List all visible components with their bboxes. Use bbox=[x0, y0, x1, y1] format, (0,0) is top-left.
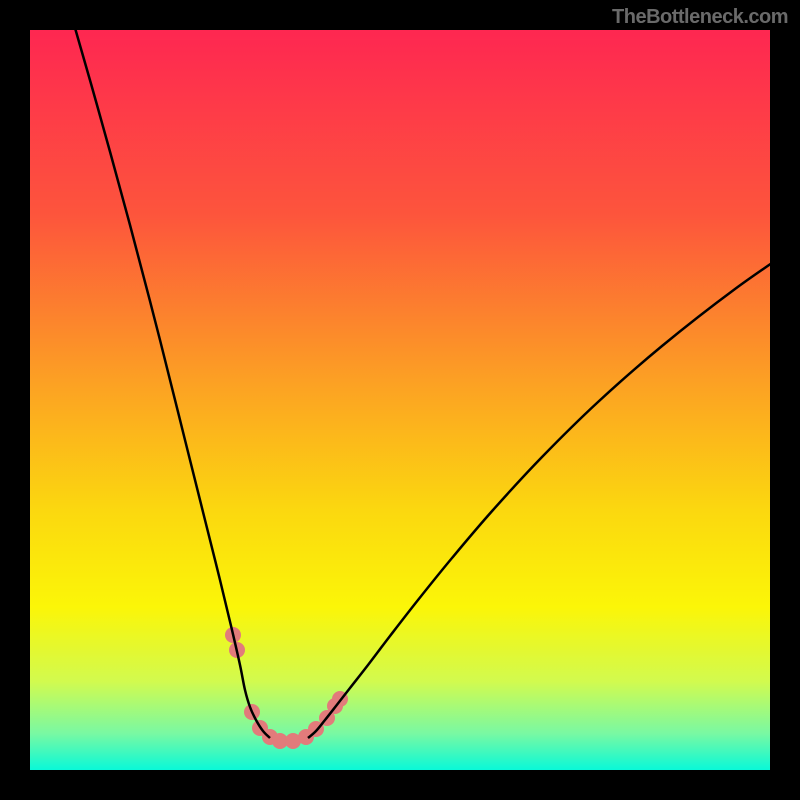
chart-svg-layer bbox=[0, 0, 800, 800]
right-curve bbox=[308, 244, 800, 738]
watermark-text: TheBottleneck.com bbox=[612, 6, 788, 29]
left-curve bbox=[67, 0, 270, 738]
